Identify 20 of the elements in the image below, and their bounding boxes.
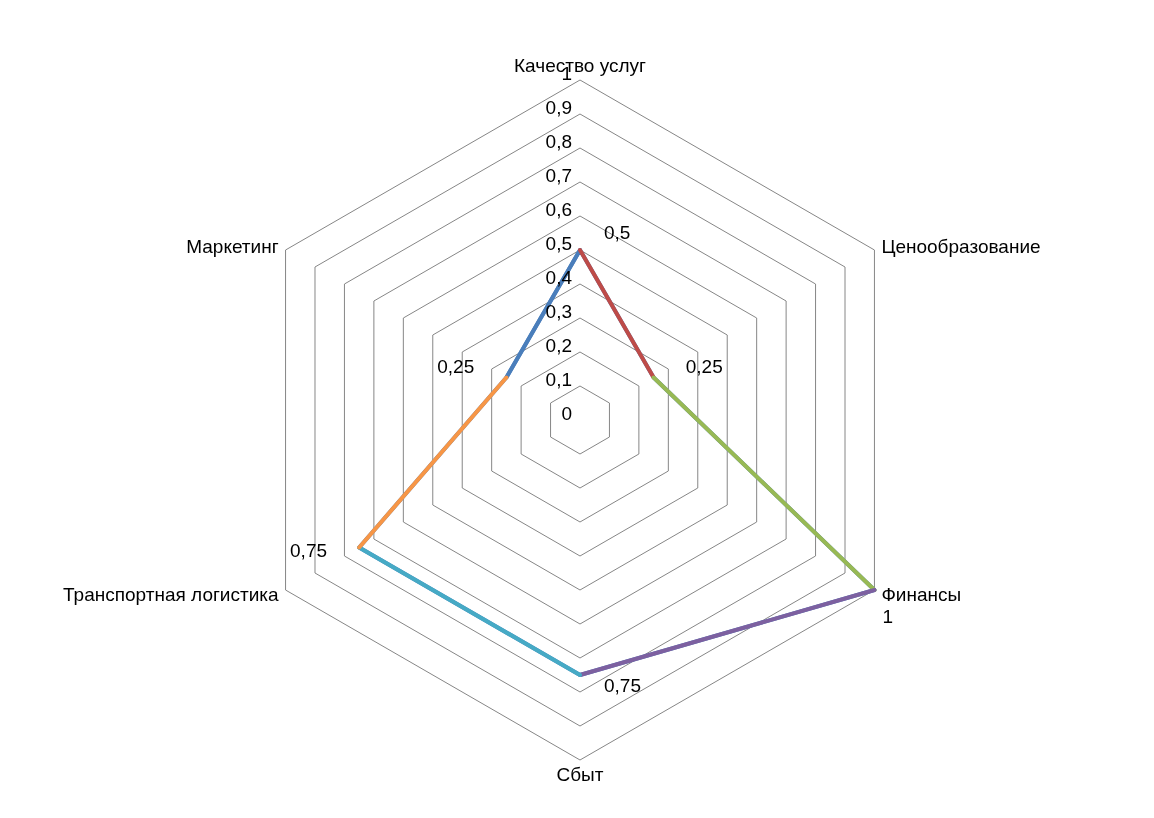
spoke-label: Сбыт — [556, 764, 604, 786]
data-label: 0,25 — [685, 356, 723, 377]
y-tick-label: 0,3 — [545, 301, 572, 322]
y-tick-label: 0 — [561, 403, 572, 424]
y-tick-label: 0,7 — [545, 165, 572, 186]
y-tick-label: 0,2 — [545, 335, 572, 356]
spoke-label: Маркетинг — [186, 235, 279, 257]
y-tick-label: 0,1 — [545, 369, 572, 390]
data-label: 0,25 — [437, 356, 475, 377]
y-tick-label: 0,9 — [545, 97, 572, 118]
spoke-label: Финансы — [881, 583, 962, 605]
y-tick-label: 0,6 — [545, 199, 572, 220]
data-label: 0,75 — [290, 540, 328, 561]
spoke-label: Ценообразование — [881, 235, 1041, 257]
spoke-label: Транспортная логистика — [63, 583, 280, 605]
data-label: 1 — [882, 605, 894, 627]
data-label: 0,5 — [604, 221, 631, 243]
y-tick-label: 0,8 — [545, 131, 572, 152]
y-tick-label: 0,5 — [545, 233, 572, 254]
data-label: 0,75 — [604, 674, 641, 696]
